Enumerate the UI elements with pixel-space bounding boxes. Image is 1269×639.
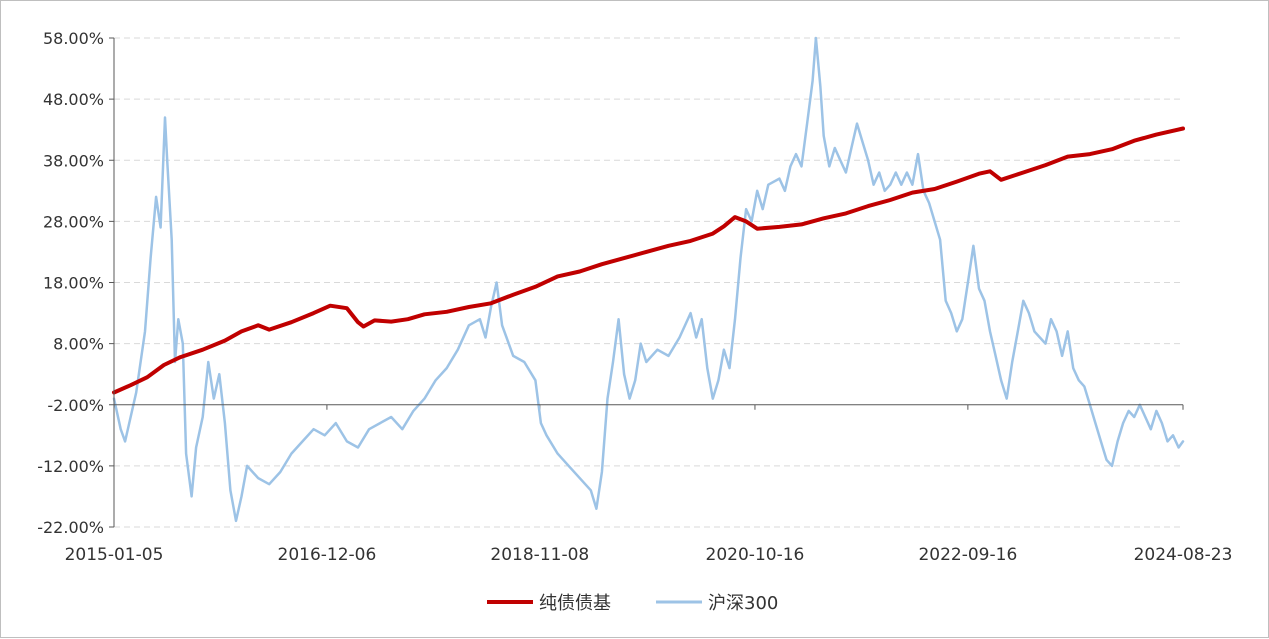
- series-line-0: [112, 126, 1185, 395]
- x-tick-label: 2024-08-23: [1134, 545, 1233, 565]
- y-tick-label: 58.00%: [43, 29, 104, 48]
- x-tick-label: 2020-10-16: [706, 545, 805, 565]
- y-tick-label: -22.00%: [37, 518, 104, 537]
- y-tick-label: -2.00%: [47, 396, 104, 415]
- series-line-1: [112, 36, 1185, 523]
- tick-labels: 58.00% 48.00% 38.00% 28.00% 18.00% 8.00% -2.00…: [37, 29, 1232, 565]
- legend-label-1: 沪深300: [708, 593, 778, 614]
- y-tick-label: 38.00%: [43, 151, 104, 170]
- x-tick-label: 2015-01-05: [65, 545, 164, 565]
- x-tick-label: 2016-12-06: [278, 545, 377, 565]
- x-tick-label: 2018-11-08: [490, 545, 589, 565]
- y-tick-label: 48.00%: [43, 90, 104, 109]
- series-layer: [112, 36, 1185, 523]
- x-tick-label: 2022-09-16: [918, 545, 1017, 565]
- y-tick-label: 8.00%: [53, 335, 104, 354]
- y-tick-label: 28.00%: [43, 212, 104, 231]
- gridlines: [109, 37, 1184, 528]
- y-tick-label: -12.00%: [37, 457, 104, 476]
- legend-label-0: 纯债债基: [539, 593, 611, 614]
- axes: [113, 38, 1183, 527]
- y-tick-label: 18.00%: [43, 274, 104, 293]
- legend: 纯债债基 沪深300: [487, 593, 778, 614]
